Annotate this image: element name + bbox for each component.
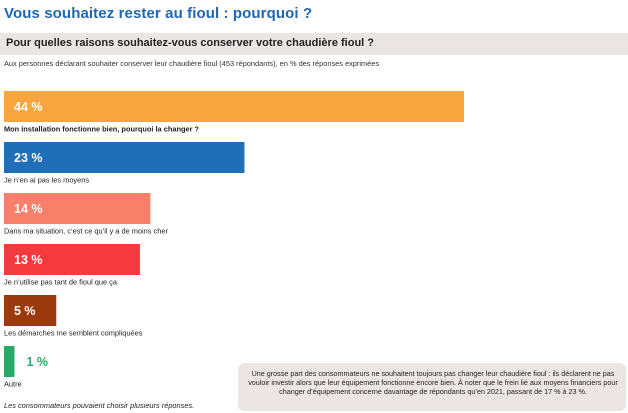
page-title: Vous souhaitez rester au fioul : pourquo… [4, 5, 313, 22]
question-band: Pour quelles raisons souhaitez-vous cons… [0, 33, 628, 55]
category-label-4: Je n’utilise pas tant de fioul que ça [4, 278, 118, 287]
note-text: Une grosse part des consommateurs ne sou… [248, 369, 618, 396]
value-label-3: 14 % [14, 202, 43, 216]
category-label-5: Les démarches me semblent compliquées [4, 329, 143, 338]
bar-4 [4, 244, 140, 275]
bar-2 [4, 142, 245, 173]
survey-question: Pour quelles raisons souhaitez-vous cons… [6, 37, 374, 49]
value-label-1: 44 % [14, 100, 43, 114]
bar-3 [4, 193, 151, 224]
bar-6 [4, 346, 15, 377]
bar-5 [4, 295, 57, 326]
note-box: Une grosse part des consommateurs ne sou… [238, 363, 626, 411]
bar-1 [4, 91, 464, 122]
chart-subtitle: Aux personnes déclarant souhaiter conser… [4, 59, 380, 68]
category-label-6: Autre [4, 380, 22, 389]
value-label-5: 5 % [14, 304, 36, 318]
value-label-6: 1 % [26, 355, 48, 369]
value-label-4: 13 % [14, 253, 43, 267]
category-label-2: Je n’en ai pas les moyens [4, 176, 89, 185]
footnote: Les consommateurs pouvaient choisir plus… [4, 401, 195, 410]
category-label-1: Mon installation fonctionne bien, pourqu… [4, 125, 200, 134]
category-label-3: Dans ma situation, c’est ce qu’il y a de… [4, 227, 168, 236]
value-label-2: 23 % [14, 151, 43, 165]
